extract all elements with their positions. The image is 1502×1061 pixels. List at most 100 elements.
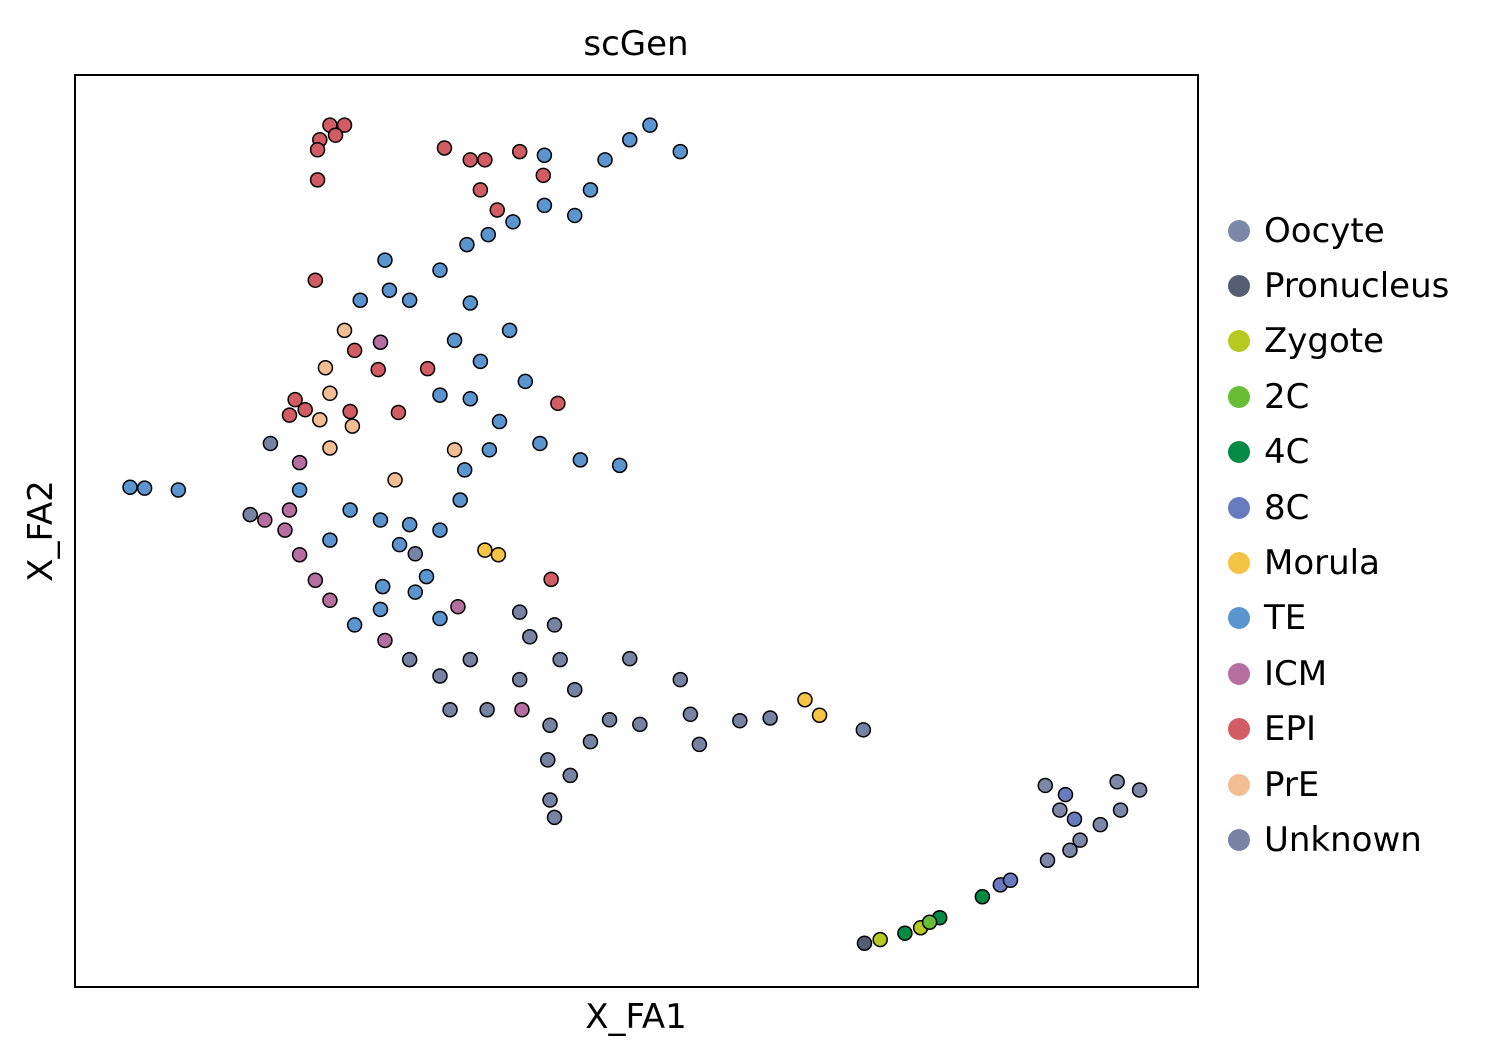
point-te bbox=[582, 182, 599, 198]
legend-item-epi: EPI bbox=[1228, 702, 1449, 757]
legend-item-icm: ICM bbox=[1228, 646, 1449, 701]
point-morula bbox=[490, 546, 507, 563]
point-icm bbox=[377, 632, 393, 649]
point-te bbox=[381, 282, 398, 298]
point-icm bbox=[450, 598, 466, 615]
point-icm bbox=[372, 334, 389, 350]
point-oocyte bbox=[1092, 816, 1109, 833]
legend-label: Pronucleus bbox=[1264, 266, 1450, 307]
point-epi bbox=[309, 142, 326, 158]
point-te bbox=[459, 236, 475, 253]
point-te bbox=[377, 252, 393, 268]
point-oocyte bbox=[1052, 802, 1068, 818]
legend-item-8c: 8C bbox=[1228, 480, 1449, 535]
point-unknown bbox=[542, 717, 558, 734]
point-oocyte bbox=[1112, 802, 1129, 818]
point-4c bbox=[897, 925, 913, 941]
point-te bbox=[597, 152, 613, 168]
point-epi bbox=[511, 143, 528, 160]
point-pre bbox=[344, 418, 361, 434]
point-te bbox=[122, 479, 138, 495]
point-icm bbox=[307, 572, 324, 588]
legend-marker bbox=[1228, 219, 1250, 242]
legend-marker bbox=[1228, 385, 1250, 408]
point-8c bbox=[1002, 872, 1019, 889]
plot-frame bbox=[74, 74, 1199, 988]
point-icm bbox=[281, 502, 298, 518]
point-te bbox=[532, 435, 548, 452]
point-icm bbox=[322, 592, 338, 609]
point-te bbox=[342, 502, 358, 518]
point-oocyte bbox=[1131, 782, 1148, 798]
point-unknown bbox=[540, 752, 556, 768]
point-te bbox=[536, 197, 553, 214]
point-unknown bbox=[442, 702, 458, 718]
point-te bbox=[452, 492, 468, 508]
point-te bbox=[572, 452, 589, 468]
legend-marker bbox=[1228, 662, 1250, 685]
point-te bbox=[501, 322, 518, 339]
legend-item-2c: 2C bbox=[1228, 369, 1449, 424]
point-te bbox=[446, 332, 463, 349]
legend-label: PrE bbox=[1264, 764, 1320, 805]
legend-label: 4C bbox=[1264, 432, 1310, 473]
point-unknown bbox=[511, 671, 528, 688]
point-te bbox=[372, 601, 389, 618]
point-unknown bbox=[542, 792, 558, 808]
point-icm bbox=[514, 702, 530, 718]
point-te bbox=[672, 143, 689, 160]
point-pronucleus bbox=[856, 935, 873, 951]
point-morula bbox=[797, 691, 813, 708]
point-epi bbox=[543, 571, 559, 588]
legend-item-unknown: Unknown bbox=[1228, 812, 1449, 867]
legend-item-4c: 4C bbox=[1228, 425, 1449, 480]
point-morula bbox=[811, 707, 828, 723]
legend-item-morula: Morula bbox=[1228, 535, 1449, 590]
point-pre bbox=[312, 411, 328, 428]
point-te bbox=[391, 536, 408, 553]
legend-marker bbox=[1228, 773, 1250, 796]
point-oocyte bbox=[1039, 852, 1056, 868]
point-oocyte bbox=[1037, 777, 1054, 794]
point-unknown bbox=[262, 435, 279, 452]
legend-marker bbox=[1228, 718, 1250, 741]
point-unknown bbox=[479, 702, 495, 718]
point-te bbox=[536, 147, 553, 164]
point-icm bbox=[291, 454, 308, 471]
legend-marker bbox=[1228, 275, 1250, 298]
point-epi bbox=[342, 403, 358, 420]
point-te bbox=[505, 214, 521, 230]
legend-marker bbox=[1228, 441, 1250, 464]
point-unknown bbox=[407, 546, 424, 562]
legend-label: TE bbox=[1264, 598, 1307, 639]
point-unknown bbox=[682, 706, 699, 723]
point-unknown bbox=[622, 650, 638, 667]
legend-label: Morula bbox=[1264, 543, 1380, 584]
point-te bbox=[517, 373, 534, 390]
point-oocyte bbox=[1072, 832, 1088, 848]
point-2c bbox=[921, 914, 938, 930]
point-8c bbox=[1066, 811, 1083, 827]
point-te bbox=[352, 292, 368, 309]
point-te bbox=[170, 482, 187, 498]
point-unknown bbox=[566, 681, 583, 698]
point-unknown bbox=[432, 668, 448, 684]
point-pre bbox=[446, 442, 463, 458]
point-unknown bbox=[401, 651, 418, 668]
point-pre bbox=[336, 322, 353, 339]
point-4c bbox=[974, 888, 991, 905]
point-epi bbox=[287, 391, 303, 408]
point-epi bbox=[472, 182, 489, 198]
point-epi bbox=[390, 404, 407, 421]
point-epi bbox=[307, 272, 324, 288]
point-oocyte bbox=[1062, 842, 1078, 858]
point-te bbox=[432, 387, 448, 403]
point-te bbox=[472, 353, 489, 370]
point-epi bbox=[535, 167, 552, 184]
point-te bbox=[418, 568, 435, 585]
point-te bbox=[481, 442, 498, 458]
point-te bbox=[642, 117, 658, 133]
legend-marker bbox=[1228, 330, 1250, 353]
point-pre bbox=[387, 472, 403, 488]
